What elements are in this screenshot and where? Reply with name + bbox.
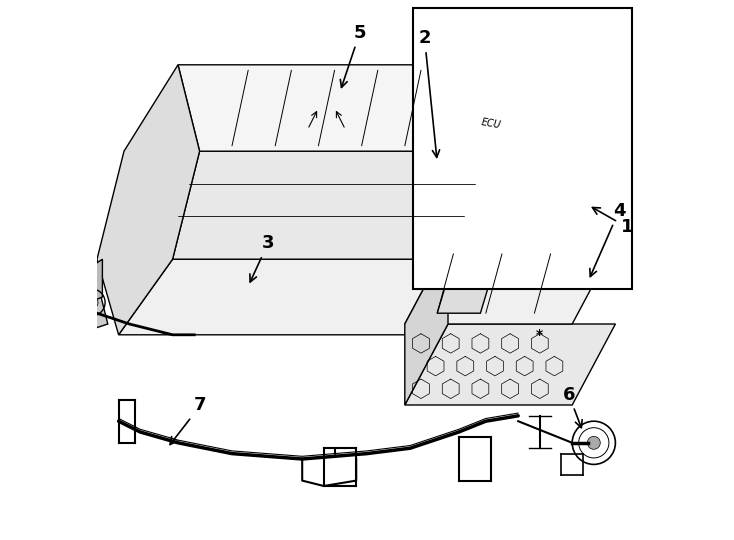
Bar: [555, 222, 563, 232]
Bar: [531, 195, 539, 205]
Bar: [555, 182, 563, 192]
Bar: [519, 222, 528, 232]
Bar: [543, 195, 551, 205]
Bar: [531, 182, 539, 192]
Circle shape: [587, 436, 600, 449]
Text: 4: 4: [590, 202, 625, 276]
Text: 2: 2: [418, 29, 440, 157]
Bar: [507, 222, 515, 232]
Polygon shape: [432, 97, 615, 162]
Bar: [507, 195, 515, 205]
Polygon shape: [432, 162, 589, 243]
Polygon shape: [589, 97, 615, 243]
Bar: [507, 182, 515, 192]
Bar: [543, 209, 551, 219]
Text: ECU: ECU: [481, 118, 502, 131]
Bar: [567, 195, 575, 205]
Polygon shape: [97, 65, 200, 335]
Bar: [555, 209, 563, 219]
Text: 1: 1: [592, 207, 633, 236]
Bar: [567, 222, 575, 232]
Polygon shape: [437, 259, 497, 313]
Polygon shape: [172, 151, 486, 259]
Bar: [519, 209, 528, 219]
Bar: [519, 195, 528, 205]
Text: 3: 3: [250, 234, 275, 282]
Circle shape: [85, 296, 98, 309]
Text: 5: 5: [341, 24, 366, 87]
Polygon shape: [404, 324, 615, 405]
Bar: [543, 222, 551, 232]
Bar: [567, 182, 575, 192]
Bar: [531, 222, 539, 232]
Bar: [413, 8, 631, 289]
Text: 6: 6: [562, 386, 582, 428]
Bar: [555, 195, 563, 205]
Bar: [531, 209, 539, 219]
Polygon shape: [443, 113, 550, 151]
Bar: [567, 209, 575, 219]
Bar: [543, 182, 551, 192]
Polygon shape: [178, 65, 486, 151]
Text: 7: 7: [170, 396, 207, 444]
Polygon shape: [76, 259, 103, 308]
Text: *: *: [537, 328, 543, 342]
Bar: [519, 182, 528, 192]
Bar: [507, 209, 515, 219]
Bar: [581, 240, 602, 259]
Polygon shape: [119, 259, 459, 335]
Polygon shape: [404, 243, 615, 324]
Polygon shape: [404, 243, 448, 405]
Bar: [424, 240, 446, 259]
Polygon shape: [76, 281, 108, 335]
